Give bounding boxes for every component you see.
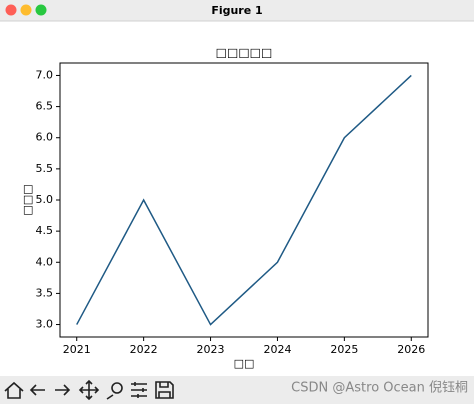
- forward-button[interactable]: [55, 384, 71, 396]
- x-tick-label: 2021: [63, 343, 91, 356]
- y-tick-label: 5.5: [36, 162, 54, 175]
- title-bar: [0, 0, 474, 21]
- home-button[interactable]: [4, 381, 24, 399]
- x-tick-label: 2025: [330, 343, 358, 356]
- x-tick-label: 2026: [397, 343, 425, 356]
- y-tick-label: 4.0: [36, 255, 54, 268]
- pan-button[interactable]: [78, 379, 100, 401]
- zoom-button[interactable]: [35, 4, 47, 16]
- x-tick-label: 2024: [263, 343, 291, 356]
- close-button[interactable]: [5, 4, 17, 16]
- data-line: [76, 74, 412, 326]
- y-tick-label: 4.5: [36, 224, 54, 237]
- zoom-tool-button[interactable]: [106, 394, 114, 400]
- back-button[interactable]: [29, 384, 45, 396]
- y-axis-label: □□□: [21, 184, 34, 215]
- x-tick-label: 2023: [197, 343, 225, 356]
- toolbar-icons: [4, 379, 174, 401]
- x-tick-label: 2022: [130, 343, 158, 356]
- zoom-tool-lens: [111, 382, 123, 394]
- y-tick-label: 3.0: [36, 318, 54, 331]
- axes-frame: [59, 62, 429, 338]
- minimize-button[interactable]: [20, 4, 32, 16]
- save-button[interactable]: [155, 381, 174, 399]
- configure-button[interactable]: [131, 382, 147, 398]
- chart-title: □□□□□: [216, 46, 273, 60]
- window-title: Figure 1: [211, 4, 262, 17]
- watermark: CSDN @Astro Ocean 倪钰桐: [291, 381, 468, 396]
- y-tick-label: 6.0: [36, 131, 54, 144]
- plot-area: 3.0 3.5 4.0 4.5 5.0 5.5 6.0 6.5 7.0 2021 2022 2023 2…: [36, 68, 426, 356]
- y-tick-label: 7.0: [36, 68, 54, 81]
- y-tick-label: 6.5: [36, 100, 54, 113]
- y-tick-label: 3.5: [36, 286, 54, 299]
- x-axis-label: □□: [234, 357, 255, 370]
- y-tick-label: 5.0: [36, 193, 54, 206]
